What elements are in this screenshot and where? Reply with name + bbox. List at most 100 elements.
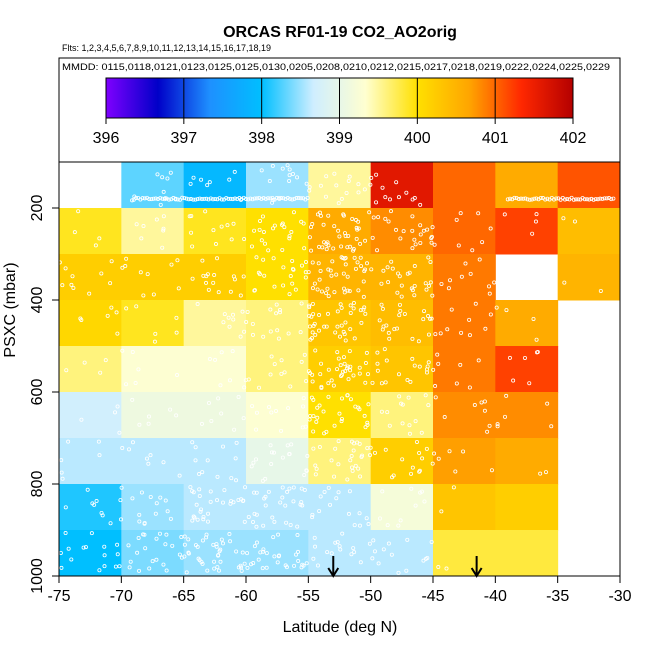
observation-point-766 [208,499,213,504]
observation-point-1028 [259,196,264,201]
observation-point-568 [315,405,320,410]
heatmap-cell-4-2 [183,346,247,393]
observation-point-1039 [283,197,288,202]
observation-point-428 [467,333,472,338]
observation-point-57 [369,175,374,180]
observation-point-189 [59,260,62,265]
observation-point-183 [561,216,566,221]
observation-point-971 [133,195,138,200]
observation-point-856 [137,568,142,573]
observation-point-486 [357,365,362,370]
observation-point-517 [379,381,384,386]
observation-point-443 [136,367,141,372]
observation-point-492 [348,368,353,373]
observation-point-756 [208,489,213,494]
observation-point-701 [417,468,422,473]
observation-point-801 [263,503,268,508]
observation-point-393 [311,323,316,328]
observation-point-241 [272,284,277,289]
observation-point-245 [330,259,335,264]
observation-point-493 [338,363,343,368]
observation-point-157 [388,209,393,214]
observation-point-984 [162,197,167,202]
observation-point-209 [216,290,221,295]
observation-point-200 [169,262,174,267]
observation-point-718 [63,505,68,510]
observation-point-212 [190,276,195,281]
observation-point-347 [276,336,281,341]
observation-point-780 [280,495,285,500]
observation-point-671 [367,453,372,458]
observation-point-104 [282,225,287,230]
observation-point-578 [314,419,319,424]
observation-point-863 [127,565,132,570]
observation-point-741 [142,521,147,526]
observation-point-1000 [197,196,202,201]
observation-point-921 [295,549,300,554]
observation-point-29 [270,163,275,168]
observation-point-166 [425,227,430,232]
heatmap-cell-7-5 [370,484,434,531]
observation-point-795 [288,523,293,528]
observation-point-210 [228,289,233,294]
observation-point-1038 [281,196,286,201]
observation-point-217 [205,272,210,277]
observation-point-149 [394,227,399,232]
observation-point-798 [298,502,303,507]
observation-point-68 [161,226,166,231]
observation-point-975 [142,196,147,201]
y-tick-label-2: 600 [29,379,46,406]
colorbar-tick-label-4: 400 [404,130,431,147]
observation-point-917 [254,540,259,545]
observation-point-616 [479,400,484,405]
observation-point-1018 [237,196,242,201]
observation-point-1059 [525,197,530,202]
observation-point-993 [182,196,187,201]
observation-point-602 [413,419,418,424]
observation-point-197 [124,256,129,261]
observation-point-912 [275,560,280,565]
observation-point-898 [218,559,223,564]
observation-point-627 [97,453,102,458]
observation-point-194 [120,265,125,270]
observation-point-277 [361,294,366,299]
observation-point-391 [351,301,356,306]
observation-point-213 [201,273,206,278]
observation-point-978 [149,197,154,202]
observation-point-1023 [248,196,253,201]
observation-point-633 [144,456,149,461]
observation-point-684 [336,439,341,444]
heatmap-cell-2-2 [183,254,247,301]
observation-point-787 [252,490,257,495]
x-tick-label-5: -50 [359,588,382,605]
observation-point-547 [236,394,241,399]
observation-point-171 [488,226,493,231]
observation-point-286 [385,265,390,270]
observation-point-583 [365,420,370,425]
observation-point-377 [362,305,367,310]
observation-point-451 [218,383,223,388]
observation-point-1022 [246,197,251,202]
observation-point-400 [363,311,368,316]
observation-point-974 [140,196,145,201]
observation-point-232 [288,274,293,279]
observation-point-491 [326,381,331,386]
observation-point-464 [269,354,274,359]
observation-point-883 [234,549,239,554]
observation-point-747 [222,488,227,493]
observation-point-689 [336,462,341,467]
observation-point-523 [433,384,438,389]
observation-point-405 [421,317,426,322]
observation-point-1063 [534,196,539,201]
observation-point-1001 [199,197,204,202]
observation-point-82 [229,237,234,242]
observation-point-1061 [530,197,535,202]
observation-point-723 [108,521,113,526]
heatmap-cell-7-7 [495,484,559,531]
observation-point-954 [429,539,434,544]
observation-point-860 [126,543,131,548]
observation-point-496 [335,350,340,355]
observation-point-139 [341,213,346,218]
observation-point-834 [83,545,88,550]
observation-point-840 [97,568,102,573]
